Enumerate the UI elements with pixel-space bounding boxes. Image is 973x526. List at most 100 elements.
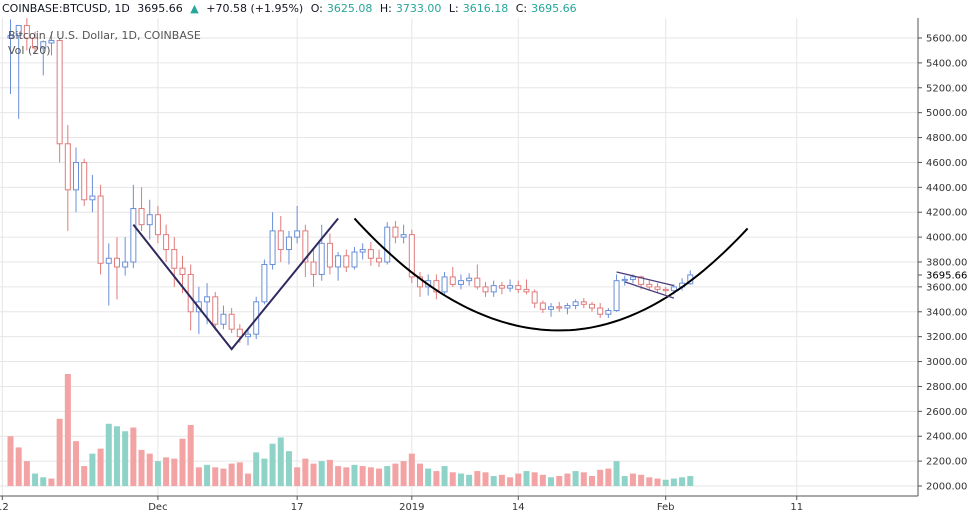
candle-body xyxy=(138,207,145,226)
candle-body xyxy=(441,276,448,293)
candle-body xyxy=(564,305,571,309)
candle-body xyxy=(597,307,604,315)
candle-body xyxy=(113,257,120,268)
y-tick-label: 4600.00 xyxy=(926,158,967,169)
volume-bar xyxy=(523,471,530,486)
candle-body xyxy=(548,306,555,310)
candle-body xyxy=(556,306,563,309)
volume-bar xyxy=(228,463,235,486)
volume-bar xyxy=(326,459,333,486)
candle-body xyxy=(605,310,612,315)
x-tick-label: 11 xyxy=(790,502,803,513)
current-price-label: 3695.66 xyxy=(926,270,967,281)
y-tick-label: 4200.00 xyxy=(926,208,967,219)
volume-bar xyxy=(335,466,342,486)
candle-body xyxy=(408,234,415,278)
y-tick-label: 3600.00 xyxy=(926,282,967,293)
volume-bar xyxy=(384,466,391,486)
volume-bar xyxy=(179,438,186,486)
volume-bar xyxy=(220,468,227,486)
x-tick-label: 12 xyxy=(0,502,9,513)
y-tick-label: 5600.00 xyxy=(926,34,967,45)
volume-bar xyxy=(441,466,448,486)
volume-bar xyxy=(261,458,268,486)
volume-bar xyxy=(662,479,669,486)
volume-bar xyxy=(580,472,587,486)
volume-bar xyxy=(457,473,464,486)
candle-body xyxy=(302,230,309,263)
volume-layer xyxy=(7,374,694,486)
volume-bar xyxy=(89,453,96,486)
volume-bar xyxy=(23,461,30,486)
candle-body xyxy=(277,230,284,251)
high-label: H: xyxy=(379,2,392,15)
volume-bar xyxy=(588,476,595,486)
volume-bar xyxy=(122,431,129,486)
candle-body xyxy=(326,242,333,268)
candle-body xyxy=(376,257,383,263)
close-value: 3695.66 xyxy=(531,2,577,15)
axis-layer: 2000.00 2200.00 2400.00 2600.00 2800.00 3000.… xyxy=(0,18,973,522)
volume-bar xyxy=(376,468,383,486)
volume-bar xyxy=(245,473,252,486)
chart-frame[interactable]: 2000.00 2200.00 2400.00 2600.00 2800.00 3000.… xyxy=(0,15,973,522)
candle-body xyxy=(474,277,481,288)
candle-body xyxy=(359,249,366,253)
volume-bar xyxy=(564,473,571,486)
x-tick-label: 2019 xyxy=(399,502,424,513)
candle-body xyxy=(367,249,374,259)
x-tick-label: 14 xyxy=(512,502,525,513)
candle-body xyxy=(392,226,399,238)
volume-bar xyxy=(171,458,178,486)
candle-layer xyxy=(7,15,694,346)
volume-bar xyxy=(269,443,276,486)
candle-body xyxy=(523,288,530,293)
y-tick-label: 5400.00 xyxy=(926,58,967,69)
y-tick-label: 2800.00 xyxy=(926,382,967,393)
volume-bar xyxy=(498,474,505,486)
candle-body xyxy=(629,276,636,280)
volume-bar xyxy=(40,477,47,486)
y-tick-label: 4400.00 xyxy=(926,183,967,194)
candle-body xyxy=(318,242,325,275)
volume-bar xyxy=(154,461,161,486)
y-tick-label: 3800.00 xyxy=(926,258,967,269)
volume-bar xyxy=(515,473,522,486)
volume-bar xyxy=(81,466,88,486)
y-tick-label: 2200.00 xyxy=(926,457,967,468)
candle-body xyxy=(433,280,440,293)
y-tick-label: 3000.00 xyxy=(926,357,967,368)
candle-body xyxy=(163,234,170,251)
volume-bar xyxy=(294,467,301,486)
volume-bar xyxy=(195,467,202,486)
candle-body xyxy=(81,161,88,201)
volume-bar xyxy=(163,457,170,486)
volume-bar xyxy=(318,461,325,486)
candle-body xyxy=(105,257,112,264)
candle-body xyxy=(580,301,587,305)
volume-bar xyxy=(130,427,137,486)
candle-body xyxy=(646,283,653,288)
v-pattern-line xyxy=(132,217,339,351)
x-tick-label: Dec xyxy=(148,502,167,513)
y-tick-label: 3400.00 xyxy=(926,307,967,318)
candle-body xyxy=(539,302,546,310)
candle-body xyxy=(89,195,96,201)
candle-body xyxy=(236,328,243,338)
volume-bar xyxy=(449,472,456,486)
volume-bar xyxy=(539,474,546,486)
candle-body xyxy=(572,301,579,307)
volume-bar xyxy=(687,476,694,486)
volume-bar xyxy=(507,477,514,486)
volume-bar xyxy=(679,477,686,486)
candle-body xyxy=(146,214,153,226)
x-tick-label: Feb xyxy=(657,502,675,513)
candle-body xyxy=(351,251,358,268)
volume-bar xyxy=(408,453,415,486)
last-price: 3695.66 xyxy=(137,2,183,15)
volume-bar xyxy=(597,469,604,486)
volume-bar xyxy=(138,449,145,486)
candle-body xyxy=(154,214,161,236)
volume-bar xyxy=(187,425,194,486)
price-chart[interactable]: 2000.00 2200.00 2400.00 2600.00 2800.00 3000.… xyxy=(0,15,973,522)
